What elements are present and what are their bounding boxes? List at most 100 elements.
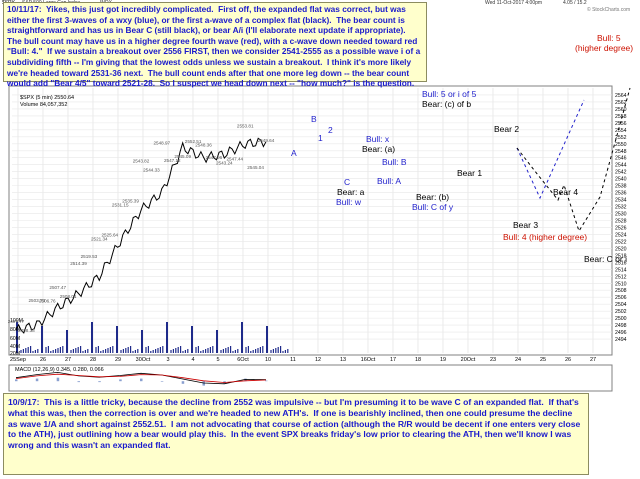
volume-bar — [200, 351, 202, 353]
volume-bar — [250, 351, 252, 353]
blue-wave-path — [516, 99, 585, 200]
wave-label-bull-4-higher: Bull: 4 (higher degree) — [503, 232, 587, 242]
volume-bar — [80, 346, 82, 353]
x-tick-label: 27 — [65, 357, 71, 363]
black-wave-path — [516, 87, 631, 233]
volume-bar — [241, 322, 243, 353]
volume-tick-label: 80M — [10, 327, 20, 333]
volume-bar — [122, 349, 124, 353]
y-tick-label: 2500 — [615, 316, 627, 322]
volume-bar — [182, 351, 184, 353]
volume-bar — [177, 347, 179, 353]
y-tick-label: 2506 — [615, 295, 627, 301]
volume-bar — [180, 346, 182, 353]
x-tick-label: 24 — [515, 357, 521, 363]
volume-bar — [112, 346, 114, 353]
volume-bar — [102, 350, 104, 353]
header-change: 4.05 / 15.2 — [563, 0, 587, 6]
macd-hist-bar — [140, 378, 143, 382]
price-data-label: 2507.47 — [49, 285, 66, 290]
volume-bar — [75, 348, 77, 353]
volume-bar — [141, 330, 143, 353]
x-tick-label: 26 — [565, 357, 571, 363]
volume-bar — [72, 349, 74, 353]
x-tick-label: 30Oct — [136, 357, 151, 363]
y-tick-label: 2528 — [615, 219, 627, 225]
macd-signal-line — [15, 373, 267, 383]
volume-bar — [107, 348, 109, 353]
y-tick-label: 2498 — [615, 323, 627, 329]
volume-bar — [216, 330, 218, 353]
x-tick-label: 3 — [166, 357, 169, 363]
volume-tick-label: 60M — [10, 336, 20, 342]
volume-bar — [234, 350, 236, 353]
volume-bar — [41, 326, 43, 353]
volume-bar — [282, 351, 284, 353]
volume-bar — [232, 351, 234, 353]
volume-bar — [172, 349, 174, 353]
volume-bar — [137, 349, 139, 353]
y-tick-label: 2540 — [615, 177, 627, 183]
wave-label-bear-a: Bear: a — [337, 187, 365, 197]
volume-bar — [197, 346, 199, 353]
y-tick-label: 2504 — [615, 302, 627, 308]
volume-bar — [16, 322, 18, 353]
volume-bar — [184, 350, 186, 353]
wave-label-a: A — [291, 148, 297, 158]
y-tick-label: 2558 — [615, 114, 627, 120]
price-data-label: 2514.39 — [70, 261, 87, 266]
volume-bar — [22, 349, 24, 353]
volume-bar — [225, 348, 227, 353]
y-tick-label: 2560 — [615, 107, 627, 113]
volume-bar — [66, 330, 68, 353]
volume-bar — [32, 351, 34, 353]
x-tick-label: 12 — [315, 357, 321, 363]
volume-bar — [220, 350, 222, 353]
y-tick-label: 2546 — [615, 156, 627, 162]
x-tick-label: 13 — [340, 357, 346, 363]
y-tick-label: 2520 — [615, 246, 627, 252]
y-tick-label: 2544 — [615, 163, 627, 169]
x-tick-label: 6Oct — [237, 357, 249, 363]
y-tick-label: 2538 — [615, 184, 627, 190]
volume-bar — [52, 350, 54, 353]
volume-bar — [132, 351, 134, 353]
volume-bar — [37, 349, 39, 353]
volume-bar — [59, 347, 61, 353]
y-tick-label: 2522 — [615, 239, 627, 245]
price-data-label: 2543.24 — [216, 160, 233, 165]
volume-bar — [150, 351, 152, 353]
x-tick-label: 4 — [191, 357, 194, 363]
wave-label-b: B — [311, 114, 317, 124]
y-tick-label: 2552 — [615, 135, 627, 141]
volume-bar — [159, 347, 161, 353]
price-data-label: 2506.76 — [39, 299, 56, 304]
volume-bar — [162, 346, 164, 353]
price-data-label: 2519.53 — [81, 254, 98, 259]
volume-bar — [209, 347, 211, 353]
volume-bar — [47, 346, 49, 353]
y-tick-label: 2542 — [615, 170, 627, 176]
volume-bar — [50, 351, 52, 353]
volume-bar — [230, 346, 232, 353]
volume-bar — [91, 322, 93, 353]
volume-bar — [20, 350, 22, 353]
price-data-label: 2547.96 — [206, 155, 223, 160]
price-series-line — [15, 137, 267, 334]
macd-hist-bar — [160, 381, 164, 382]
price-data-label: 2547.12 — [164, 158, 181, 163]
y-tick-label: 2550 — [615, 142, 627, 148]
y-tick-label: 2532 — [615, 205, 627, 211]
volume-bar — [100, 351, 102, 353]
volume-bars — [16, 322, 289, 353]
wave-label-bull-w: Bull: w — [336, 197, 362, 207]
volume-bar — [195, 347, 197, 353]
x-tick-label: 17 — [390, 357, 396, 363]
volume-bar — [237, 349, 239, 353]
y-tick-label: 2548 — [615, 149, 627, 155]
wave-paths — [516, 87, 631, 233]
volume-bar — [62, 346, 64, 353]
